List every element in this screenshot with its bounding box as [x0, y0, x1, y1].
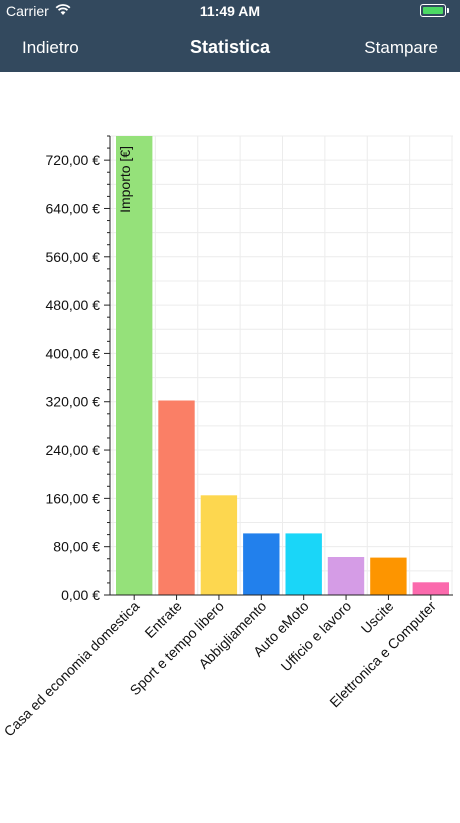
y-tick-label: 160,00 €: [46, 490, 101, 506]
battery-fill: [423, 7, 443, 14]
bar-6: [327, 557, 365, 595]
carrier-wifi: Carrier: [6, 3, 71, 19]
bar-5: [285, 533, 322, 595]
bar-3: [200, 495, 238, 595]
y-tick-label: 240,00 €: [46, 442, 101, 458]
y-tick-label: 80,00 €: [53, 539, 100, 555]
bar-chart: 0,00 € 80,00 € 160,00 € 240,00 € 320,00 € 400…: [1, 135, 453, 740]
bar-1: [116, 136, 153, 595]
y-tick-label: 640,00 €: [46, 200, 101, 216]
x-tick-label: Casa ed economia domestica: [1, 598, 143, 740]
y-tick-label: 320,00 €: [46, 394, 101, 410]
y-tick-label: 480,00 €: [46, 297, 101, 313]
page-title: Statistica: [189, 37, 271, 57]
back-button[interactable]: Indietro: [22, 38, 79, 57]
bar-2: [158, 400, 195, 595]
navigation-bar: Indietro Statistica Stampare: [0, 22, 460, 72]
bar-8: [412, 582, 449, 595]
x-tick-label: Uscite: [358, 598, 397, 637]
bar-7: [370, 557, 407, 595]
y-tick-label: 0,00 €: [61, 587, 100, 603]
chart-area: 0,00 € 80,00 € 160,00 € 240,00 € 320,00 € 400…: [0, 72, 460, 818]
bar-4: [243, 533, 280, 595]
y-axis-title: Importo [€]: [117, 146, 133, 213]
carrier-label: Carrier: [6, 3, 49, 19]
battery-tip: [447, 8, 449, 13]
status-bar: Carrier 11:49 AM: [0, 0, 460, 22]
print-button[interactable]: Stampare: [364, 38, 438, 57]
y-tick-label: 400,00 €: [46, 345, 101, 361]
y-tick-label: 720,00 €: [46, 152, 101, 168]
battery-icon: [420, 4, 449, 17]
wifi-icon: [55, 3, 71, 19]
status-time: 11:49 AM: [199, 3, 261, 19]
y-tick-label: 560,00 €: [46, 249, 101, 265]
